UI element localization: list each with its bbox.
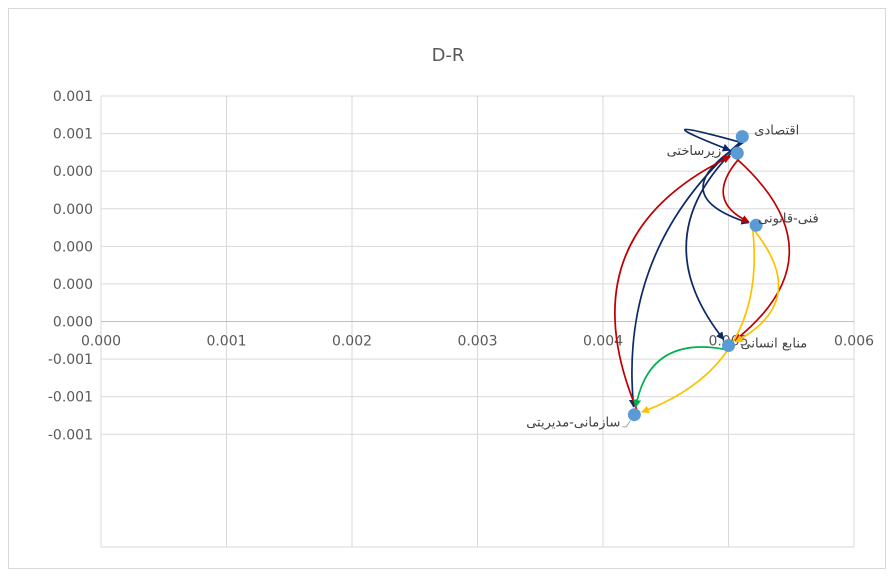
data-point (722, 339, 735, 353)
data-points (627, 130, 763, 422)
point-label: زیرساختی (667, 144, 722, 159)
y-tick-label: 0.001 (53, 89, 93, 105)
connector-arrow (685, 141, 743, 341)
y-tick-label: 0.000 (53, 164, 93, 180)
point-label: سازمانی-مدیریتی (526, 416, 620, 431)
connector-arrow (683, 128, 741, 152)
x-tick-label: 0.003 (457, 334, 497, 350)
arrows (614, 128, 791, 414)
y-tick-label: 0.000 (53, 277, 93, 293)
connector-arrow (628, 141, 741, 408)
data-point (730, 146, 744, 160)
y-tick-label: 0.000 (53, 202, 93, 218)
grid (100, 95, 855, 548)
chart-frame: D-R 0.001 0.001 0.000 0.000 0.000 0.000 0.000 -… (8, 8, 886, 569)
point-labels: اقتصادی زیرساختی فنی-قانونی منابع انسانی ساز… (526, 124, 819, 431)
point-label: فنی-قانونی (758, 211, 819, 226)
chart-title: D-R (432, 45, 465, 66)
y-tick-label: 0.000 (53, 315, 93, 331)
x-tick-label: 0.006 (834, 334, 874, 350)
chart-svg: D-R 0.001 0.001 0.000 0.000 0.000 0.000 0.000 -… (48, 45, 874, 548)
point-label: اقتصادی (754, 124, 799, 139)
x-tick-label: 0.004 (583, 334, 623, 350)
point-label: منابع انسانی (741, 337, 808, 352)
label-leader-line (622, 420, 631, 428)
data-point (627, 408, 641, 422)
y-tick-label: 0.001 (53, 127, 93, 143)
connector-arrow (614, 155, 731, 410)
connector-arrow (722, 158, 750, 223)
connector-arrow (733, 158, 791, 342)
y-tick-label: -0.001 (48, 390, 93, 406)
data-point (735, 130, 749, 144)
connector-arrow (734, 230, 780, 343)
x-tick-label: 0.001 (206, 334, 246, 350)
y-tick-label: 0.000 (53, 239, 93, 255)
y-tick-label: -0.001 (48, 352, 93, 368)
x-tick-label: 0.002 (332, 334, 372, 350)
data-point (749, 218, 763, 232)
label-leaders (622, 420, 631, 428)
y-axis-ticks: 0.001 0.001 0.000 0.000 0.000 0.000 0.000 -0.00… (48, 89, 93, 443)
connector-arrow (633, 346, 724, 408)
x-tick-label: 0.000 (81, 334, 121, 350)
y-tick-label: -0.001 (48, 427, 93, 443)
